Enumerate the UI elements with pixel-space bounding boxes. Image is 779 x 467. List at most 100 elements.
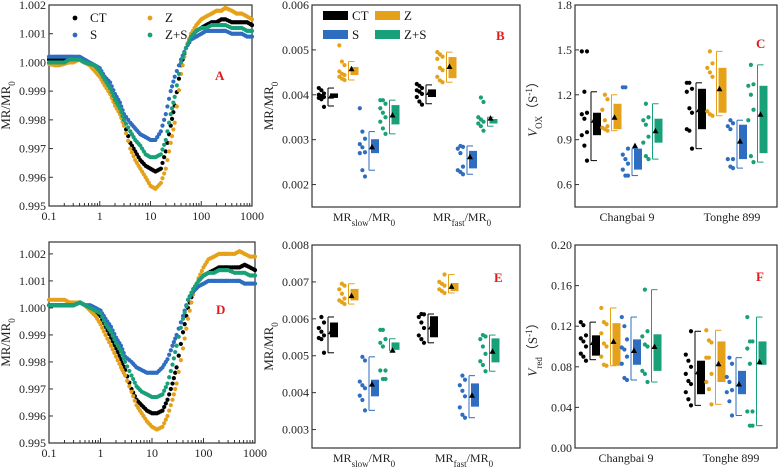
data-point <box>683 371 688 377</box>
data-point <box>110 333 115 338</box>
x-tick-label: 10 <box>145 209 157 223</box>
y-axis-label-part: （S <box>525 337 540 357</box>
data-point <box>100 325 105 330</box>
box-iqr <box>593 112 601 136</box>
box-iqr <box>491 338 500 363</box>
y-axis-label-part: MR/MR <box>261 86 276 130</box>
x-category-label-part: /MR <box>467 451 489 465</box>
data-point <box>480 344 485 349</box>
box-iqr <box>330 93 338 98</box>
box-s <box>357 106 379 179</box>
data-point <box>746 83 751 88</box>
y-tick-label: 0.003 <box>282 423 309 437</box>
y-tick-label: 0.002 <box>282 178 309 192</box>
panel-b: 0.0020.0030.0040.0050.006MR/MR0BMRslow/M… <box>261 0 521 228</box>
data-point <box>601 341 607 346</box>
data-point <box>132 398 137 403</box>
data-point <box>706 338 712 343</box>
data-point <box>684 89 689 94</box>
data-point <box>750 409 755 414</box>
data-point <box>421 340 427 345</box>
data-point <box>599 331 604 336</box>
box-iqr <box>698 88 706 130</box>
data-point <box>643 101 649 106</box>
box-z-plus-s <box>640 287 662 385</box>
data-point <box>643 154 649 159</box>
data-point <box>745 346 750 351</box>
data-point <box>178 341 183 347</box>
y-axis-label-part: 0 <box>7 81 17 86</box>
data-point <box>458 143 463 149</box>
y-tick-label: 1.5 <box>557 43 572 57</box>
data-point <box>362 408 368 413</box>
data-point <box>167 352 172 357</box>
data-point <box>582 116 587 121</box>
data-point <box>122 359 128 365</box>
data-point <box>123 121 129 126</box>
mean-marker <box>389 347 396 353</box>
x-tick-label: 0.1 <box>42 209 57 223</box>
data-point <box>174 83 179 88</box>
data-point <box>641 118 646 123</box>
data-point <box>706 387 712 392</box>
data-point <box>173 370 178 375</box>
data-point <box>727 355 732 360</box>
y-axis-label-part: V <box>525 367 540 377</box>
data-point <box>578 320 583 325</box>
mean-marker <box>348 65 355 72</box>
data-point <box>107 340 112 345</box>
box-z <box>705 49 727 118</box>
data-point <box>171 340 176 345</box>
x-category-label-part: /MR <box>369 451 391 465</box>
data-point <box>168 386 173 392</box>
data-point <box>747 361 753 366</box>
legend-swatch <box>323 30 348 39</box>
data-point <box>688 329 694 334</box>
data-point <box>129 389 134 394</box>
data-point <box>165 357 170 362</box>
data-point <box>180 346 186 351</box>
box-ct <box>684 80 706 151</box>
data-point <box>168 368 173 374</box>
data-point <box>646 134 651 139</box>
data-point <box>460 373 465 378</box>
data-point <box>383 337 388 342</box>
y-tick-label: 0.007 <box>282 275 309 289</box>
box-s <box>357 354 379 413</box>
data-point <box>584 130 590 135</box>
data-point <box>579 112 584 117</box>
x-category-label: Changbai 9 <box>599 451 654 465</box>
data-point <box>166 120 172 125</box>
data-point <box>187 308 192 313</box>
box-iqr <box>653 334 662 371</box>
data-point <box>383 115 388 120</box>
data-point <box>172 74 177 79</box>
data-point <box>173 336 178 341</box>
data-point <box>601 320 607 325</box>
data-point <box>337 43 342 48</box>
legend-label: Z <box>404 8 412 23</box>
data-point <box>645 379 650 385</box>
data-point <box>125 378 130 383</box>
y-tick-label: 0.997 <box>19 142 46 156</box>
box-iqr <box>738 370 746 395</box>
data-point <box>171 127 176 132</box>
box-iqr <box>350 288 359 301</box>
y-axis-label-part: MR/MR <box>0 85 13 129</box>
data-point <box>478 95 483 100</box>
data-point <box>168 348 173 353</box>
data-point <box>746 118 751 123</box>
y-tick-label: 0.004 <box>282 386 309 400</box>
data-point <box>683 390 688 395</box>
data-point <box>171 100 176 105</box>
data-point <box>729 361 735 366</box>
data-point <box>182 50 187 55</box>
data-point <box>599 354 604 359</box>
data-point <box>748 92 754 97</box>
data-point <box>458 151 463 156</box>
data-point <box>176 369 181 374</box>
data-point <box>455 146 460 151</box>
data-point <box>172 120 177 125</box>
data-point <box>421 325 427 331</box>
data-point <box>476 121 481 126</box>
